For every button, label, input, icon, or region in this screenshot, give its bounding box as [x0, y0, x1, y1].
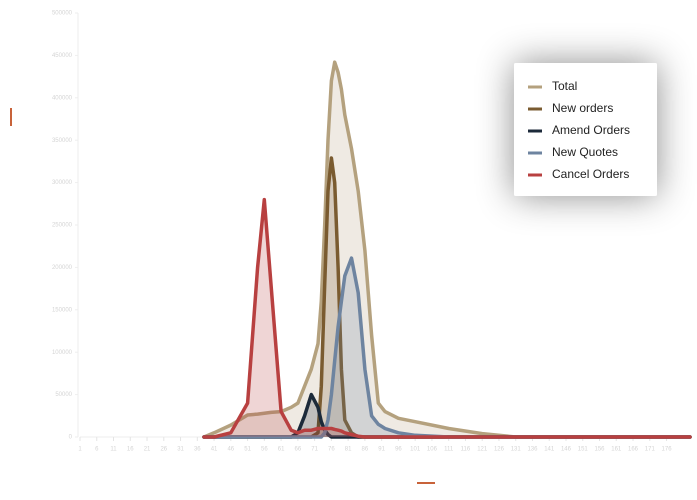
x-tick-label: 161: [611, 447, 622, 453]
x-tick-label: 26: [160, 447, 167, 453]
x-tick-label: 76: [328, 447, 335, 453]
legend-swatch: [528, 129, 542, 133]
line: [202, 197, 692, 439]
legend-swatch: [528, 107, 542, 111]
x-tick-label: 31: [177, 447, 184, 453]
legend-label: Cancel Orders: [552, 167, 629, 181]
x-tick-label: 176: [662, 447, 673, 453]
y-tick-label: 400000: [52, 95, 73, 101]
x-tick-label: 56: [261, 447, 268, 453]
y-tick-label: 200000: [52, 265, 73, 271]
area: [204, 62, 690, 437]
x-tick-label: 171: [645, 447, 656, 453]
x-tick-label: 36: [194, 447, 201, 453]
decoration: [417, 482, 435, 484]
decoration: [10, 108, 12, 126]
y-tick-label: 100000: [52, 350, 73, 356]
x-tick-label: 116: [461, 447, 471, 453]
x-tick-label: 1: [78, 447, 82, 453]
x-tick-label: 61: [278, 447, 285, 453]
plot: 0 50000 100000 150000 200000 250000 300000 3500…: [52, 11, 692, 453]
x-tick-label: 156: [594, 447, 605, 453]
x-tick-label: 41: [211, 447, 218, 453]
legend-label: Total: [552, 79, 577, 93]
x-tick-label: 146: [561, 447, 572, 453]
x-tick-label: 101: [410, 447, 421, 453]
y-tick-label: 450000: [52, 53, 73, 59]
y-tick-label: 500000: [52, 11, 73, 17]
line: [202, 60, 692, 439]
legend-swatch: [528, 85, 542, 89]
y-tick-label: 50000: [55, 392, 72, 398]
x-tick-label: 111: [444, 447, 454, 453]
x-tick-label: 46: [227, 447, 234, 453]
x-tick-label: 51: [244, 447, 251, 453]
x-tick-label: 11: [110, 447, 117, 453]
x-tick-label: 81: [345, 447, 352, 453]
x-tick-label: 71: [311, 447, 318, 453]
x-tick-label: 136: [527, 447, 538, 453]
x-tick-label: 6: [95, 447, 99, 453]
y-tick-label: 250000: [52, 223, 73, 229]
y-tick-label: 300000: [52, 180, 73, 186]
x-tick-label: 141: [544, 447, 555, 453]
legend-swatch: [528, 173, 542, 177]
legend-label: New Quotes: [552, 145, 618, 159]
legend-box: [514, 63, 657, 196]
legend-label: Amend Orders: [552, 123, 630, 137]
x-tick-label: 66: [295, 447, 302, 453]
y-tick-label: 0: [69, 435, 73, 441]
legend-label: New orders: [552, 101, 613, 115]
x-tick-label: 151: [578, 447, 589, 453]
x-tick-label: 96: [395, 447, 402, 453]
x-tick-label: 91: [378, 447, 385, 453]
area: [204, 158, 690, 437]
legend-swatch: [528, 151, 542, 155]
x-tick-label: 131: [511, 447, 522, 453]
y-tick-label: 350000: [52, 138, 73, 144]
area: [204, 199, 690, 437]
x-tick-label: 166: [628, 447, 639, 453]
x-tick-label: 126: [494, 447, 505, 453]
x-tick-label: 121: [477, 447, 488, 453]
x-tick-label: 21: [144, 447, 151, 453]
y-tick-label: 150000: [52, 307, 73, 313]
x-tick-label: 16: [127, 447, 134, 453]
legend: Total New orders Amend Orders New Quotes Can…: [514, 63, 657, 196]
x-tick-label: 86: [362, 447, 369, 453]
x-tick-label: 106: [427, 447, 438, 453]
